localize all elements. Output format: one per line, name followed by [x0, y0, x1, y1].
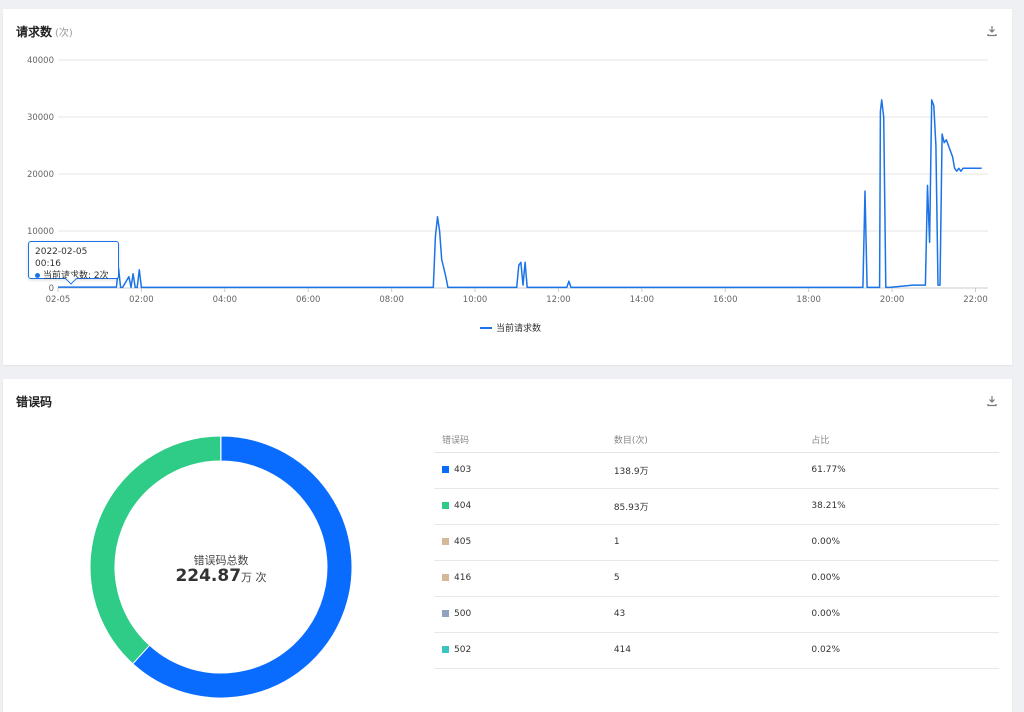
donut-center-value: 224.87万 次: [89, 566, 353, 586]
download-icon[interactable]: [986, 25, 998, 37]
cell-code: 502: [434, 632, 606, 669]
x-tick-label: 04:00: [213, 295, 238, 305]
errors-card: 错误码 错误码总数 224.87万 次 错误码 数目(次) 占比 403 138.…: [3, 379, 1012, 712]
legend-label: 当前请求数: [496, 324, 542, 334]
cell-code: 405: [434, 524, 606, 561]
tooltip-date: 2022-02-05 00:16: [35, 247, 88, 269]
x-tick-label: 18:00: [796, 295, 821, 305]
cell-count: 138.9万: [605, 452, 804, 489]
donut-total-number: 224.87: [175, 566, 242, 586]
cell-code: 404: [434, 488, 606, 525]
cell-code: 416: [434, 560, 606, 597]
requests-card-title: 请求数 (次): [16, 23, 73, 40]
requests-title-unit: (次): [55, 28, 73, 39]
color-swatch-icon: [442, 646, 449, 653]
x-tick-label: 10:00: [463, 295, 488, 305]
requests-line-chart: 0 10000 20000 30000 40000 02-05 02:00 04:00 06:…: [27, 56, 988, 305]
table-row: 502 414 0.02%: [434, 632, 999, 669]
color-swatch-icon: [442, 574, 449, 581]
table-row: 416 5 0.00%: [434, 560, 999, 597]
y-tick-label: 0: [49, 284, 54, 294]
x-tick-label: 14:00: [630, 295, 655, 305]
error-code-table: 错误码 数目(次) 占比 403 138.9万 61.77% 404 85.93万 38.…: [434, 427, 999, 669]
y-tick-label: 30000: [27, 113, 54, 123]
x-tick-label: 16:00: [713, 295, 738, 305]
cell-count: 1: [605, 524, 804, 561]
table-row: 403 138.9万 61.77%: [434, 452, 999, 489]
cell-ratio: 0.02%: [803, 632, 999, 669]
donut-slice-403[interactable]: [132, 435, 353, 699]
table-row: 404 85.93万 38.21%: [434, 488, 999, 525]
cell-ratio: 0.00%: [803, 560, 999, 597]
download-icon[interactable]: [986, 395, 998, 407]
x-tick-label: 06:00: [296, 295, 321, 305]
requests-card: 请求数 (次) 0 10000 20000 30000 40000 02-05 02:00 0…: [3, 9, 1012, 365]
color-swatch-icon: [442, 466, 449, 473]
cell-ratio: 61.77%: [803, 452, 999, 489]
cell-count: 43: [605, 596, 804, 633]
color-swatch-icon: [442, 610, 449, 617]
chart-tooltip: 2022-02-05 00:16 当前请求数: 2次: [28, 241, 119, 285]
table-row: 500 43 0.00%: [434, 596, 999, 633]
requests-title-text: 请求数: [16, 25, 53, 39]
errors-card-title: 错误码: [16, 395, 53, 409]
table-row: 405 1 0.00%: [434, 524, 999, 561]
cell-ratio: 38.21%: [803, 488, 999, 525]
x-tick-label: 08:00: [379, 295, 404, 305]
cell-count: 414: [605, 632, 804, 669]
donut-center-label: 错误码总数: [193, 554, 249, 567]
x-tick-label: 02:00: [129, 295, 154, 305]
cell-ratio: 0.00%: [803, 596, 999, 633]
cell-count: 5: [605, 560, 804, 597]
color-swatch-icon: [442, 538, 449, 545]
cell-ratio: 0.00%: [803, 524, 999, 561]
header-code: 错误码: [434, 427, 606, 453]
y-tick-label: 20000: [27, 170, 54, 180]
x-tick-label: 20:00: [880, 295, 905, 305]
donut-slice-404[interactable]: [89, 435, 222, 665]
donut-total-unit: 万 次: [241, 571, 267, 584]
tooltip-dot-icon: [35, 273, 40, 278]
error-code-donut-chart: [89, 435, 353, 699]
x-tick-label: 02-05: [46, 295, 71, 305]
header-count: 数目(次): [605, 427, 804, 453]
header-ratio: 占比: [803, 427, 999, 453]
tooltip-value: 当前请求数: 2次: [43, 271, 109, 281]
x-tick-label: 12:00: [546, 295, 571, 305]
table-header-row: 错误码 数目(次) 占比: [434, 427, 999, 453]
legend-line-icon: [480, 326, 492, 329]
cell-count: 85.93万: [605, 488, 804, 525]
cell-code: 403: [434, 452, 606, 489]
legend-current-requests[interactable]: 当前请求数: [480, 321, 541, 334]
cell-code: 500: [434, 596, 606, 633]
y-tick-label: 10000: [27, 227, 54, 237]
x-tick-label: 22:00: [963, 295, 988, 305]
series-line-current-requests: [58, 99, 982, 289]
y-tick-label: 40000: [27, 56, 54, 66]
color-swatch-icon: [442, 502, 449, 509]
